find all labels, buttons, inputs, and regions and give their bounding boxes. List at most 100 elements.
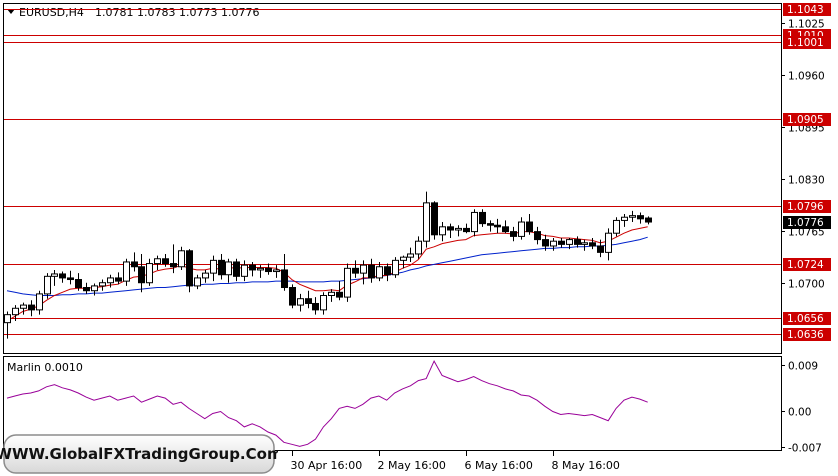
candlestick-series (4, 191, 652, 339)
candle-38 (305, 290, 312, 309)
level-badge-0 (783, 3, 831, 16)
collapse-triangle-icon[interactable] (7, 9, 15, 14)
candle-74 (589, 237, 596, 250)
candle-body-50 (400, 256, 407, 261)
candle-body-61 (487, 223, 494, 226)
candle-14 (115, 272, 122, 285)
candle-body-68 (542, 239, 549, 247)
candle-24 (194, 274, 201, 290)
candle-body-4 (36, 293, 43, 311)
candle-body-8 (67, 277, 74, 281)
candle-body-34 (273, 269, 280, 273)
candle-12 (99, 279, 106, 291)
candle-body-60 (479, 211, 486, 225)
candle-43 (344, 263, 351, 302)
candle-68 (542, 234, 549, 251)
candle-7 (59, 271, 66, 283)
candle-48 (384, 263, 391, 282)
candle-2 (20, 302, 27, 315)
level-badge-label-2: 1.1001 (787, 37, 824, 49)
candle-33 (265, 263, 272, 275)
level-badge-7 (783, 328, 831, 341)
candle-body-39 (312, 302, 319, 311)
candle-body-70 (558, 240, 565, 245)
candle-64 (510, 226, 517, 242)
osc-tick-label-0: 0.009 (788, 361, 818, 373)
candle-5 (44, 273, 51, 299)
candle-9 (75, 273, 82, 291)
candle-52 (415, 236, 422, 259)
candle-body-25 (202, 272, 209, 279)
candle-body-64 (510, 231, 517, 237)
candle-65 (518, 217, 525, 240)
candle-body-17 (138, 266, 145, 284)
candle-body-42 (336, 291, 343, 298)
candle-61 (487, 220, 494, 232)
level-badge-label-4: 1.0796 (787, 201, 824, 213)
candle-22 (178, 246, 185, 270)
candle-body-52 (415, 240, 422, 255)
candle-15 (123, 258, 130, 286)
candle-body-48 (384, 266, 391, 276)
candle-50 (400, 255, 407, 269)
candle-body-76 (605, 232, 612, 253)
level-badge-label-0: 1.1043 (787, 4, 824, 16)
candle-31 (249, 261, 256, 277)
candle-body-26 (210, 259, 217, 274)
main-price-pane[interactable] (3, 3, 782, 354)
price-axis: 1.10251.09601.08951.08301.07651.07001.10… (781, 3, 831, 341)
candle-body-44 (352, 267, 359, 274)
candle-6 (51, 269, 58, 286)
candle-27 (218, 253, 225, 280)
candle-40 (320, 292, 327, 315)
symbol-timeframe-label: EURUSD,H4 (19, 6, 84, 19)
candle-body-19 (154, 258, 161, 265)
candle-body-47 (376, 266, 383, 279)
candle-body-57 (455, 227, 462, 231)
candle-body-0 (4, 314, 11, 324)
candle-54 (431, 201, 438, 240)
candle-body-27 (218, 259, 225, 276)
candle-67 (534, 226, 541, 245)
candle-45 (360, 260, 367, 285)
candle-body-22 (178, 250, 185, 268)
price-tick-label-1: 1.0960 (788, 71, 825, 83)
time-tick-label-0: 30 Apr 16:00 (291, 459, 363, 472)
candle-57 (455, 225, 462, 237)
candle-body-53 (423, 202, 430, 242)
candle-3 (28, 300, 35, 317)
candle-51 (407, 247, 414, 262)
candle-75 (597, 239, 604, 258)
candle-body-55 (439, 226, 446, 236)
time-axis: 30 Apr 16:00 2 May 16:00 6 May 16:00 8 May … (291, 451, 620, 472)
level-badge-label-7: 1.0636 (787, 329, 824, 341)
level-badge-2 (783, 36, 831, 49)
candle-body-7 (59, 273, 66, 279)
candle-body-31 (249, 264, 256, 271)
candle-body-11 (91, 285, 98, 292)
candle-63 (502, 220, 509, 234)
candle-body-72 (574, 239, 581, 245)
candle-body-18 (146, 263, 153, 284)
candle-body-6 (51, 273, 58, 277)
marlin-indicator-label: Marlin 0.0010 (7, 361, 83, 374)
candle-body-63 (502, 226, 509, 233)
level-badge-label-3: 1.0905 (787, 114, 824, 126)
candle-34 (273, 265, 280, 278)
candle-62 (494, 218, 501, 234)
candle-36 (289, 284, 296, 309)
time-tick-label-2: 6 May 16:00 (465, 459, 533, 472)
candle-body-78 (621, 216, 628, 221)
candle-0 (4, 311, 11, 339)
candle-body-28 (225, 261, 232, 276)
candle-body-12 (99, 282, 106, 287)
candle-body-37 (297, 298, 304, 306)
candle-32 (257, 265, 264, 278)
candle-body-80 (637, 215, 644, 220)
time-tick-label-1: 2 May 16:00 (378, 459, 446, 472)
candle-80 (637, 212, 644, 224)
candle-body-75 (597, 245, 604, 253)
candle-body-15 (123, 261, 130, 282)
candle-body-40 (320, 294, 327, 311)
candle-56 (447, 223, 454, 238)
